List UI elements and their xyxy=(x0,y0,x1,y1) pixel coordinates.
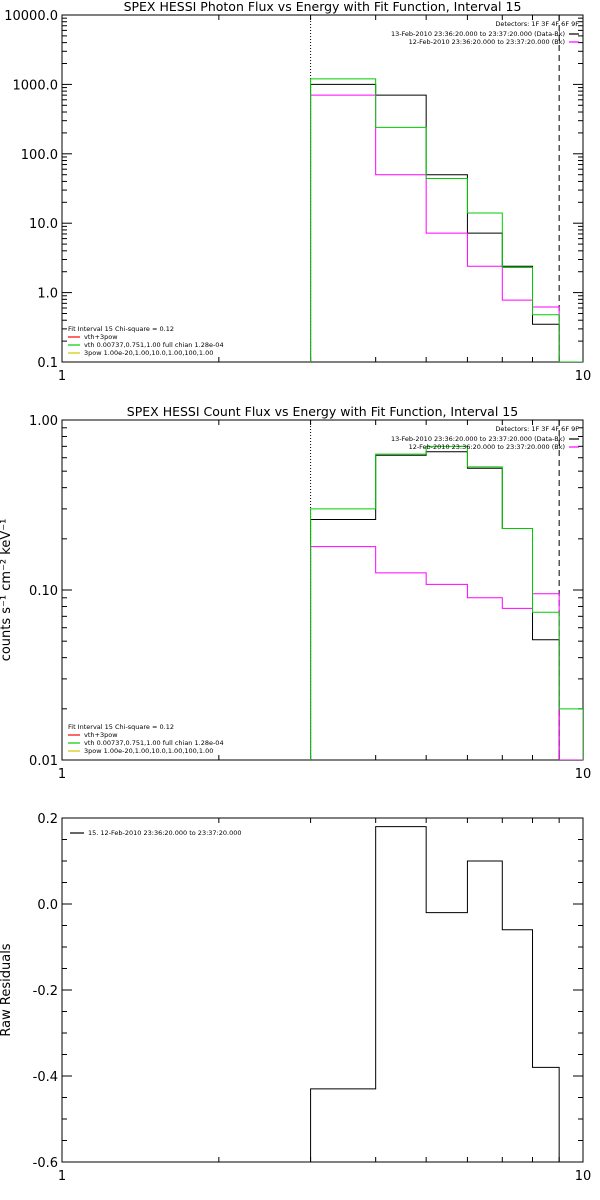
histogram-series-2 xyxy=(310,78,583,362)
fit-legend-label: vth+3pow xyxy=(84,333,118,341)
series-group xyxy=(310,78,583,362)
x-tick-label: 1 xyxy=(58,1169,66,1184)
count-flux-panel: SPEX HESSI Count Flux vs Energy with Fit… xyxy=(0,404,591,782)
detectors-label: Detectors: 1F 3F 4F 6F 9F xyxy=(495,425,579,433)
photon-flux-panel: SPEX HESSI Photon Flux vs Energy with Fi… xyxy=(4,0,591,384)
y-axis-label: Raw Residuals xyxy=(0,943,14,1036)
plot-frame xyxy=(61,419,584,761)
y-tick-label: 0.01 xyxy=(29,754,58,769)
histogram-series-0 xyxy=(310,826,560,1162)
y-tick-label: 0.10 xyxy=(29,584,58,599)
legend-entry-label: 15. 12-Feb-2010 23:36:20.000 to 23:37:20… xyxy=(88,829,241,837)
fit-interval-label: Fit Interval 15 Chi-square = 0.12 xyxy=(68,325,174,333)
legend-entry-label: 12-Feb-2010 23:36:20.000 to 23:37:20.000… xyxy=(409,38,565,46)
histogram-series-0 xyxy=(310,451,583,760)
detectors-label: Detectors: 1F 3F 4F 6F 9F xyxy=(495,20,579,28)
x-tick-label: 10 xyxy=(575,767,592,782)
y-tick-label: 0.1 xyxy=(37,356,58,371)
legend-entry-label: 13-Feb-2010 23:36:20.000 to 23:37:20.000… xyxy=(391,30,565,38)
x-tick-label: 10 xyxy=(575,369,592,384)
y-tick-label: 10000.0 xyxy=(4,9,58,24)
fit-legend-label: vth 0.00737,0.751,1.00 full chian 1.28e-… xyxy=(84,739,224,747)
y-tick-label: 100.0 xyxy=(21,148,58,163)
y-tick-label: 1.00 xyxy=(29,414,58,429)
x-tick-label: 1 xyxy=(58,369,66,384)
y-tick-label: 1000.0 xyxy=(13,78,59,93)
x-tick-label: 10 xyxy=(575,1169,592,1184)
y-tick-label: 1.0 xyxy=(37,287,58,302)
legend-entry-label: 13-Feb-2010 23:36:20.000 to 23:37:20.000… xyxy=(391,435,565,443)
fit-interval-label: Fit Interval 15 Chi-square = 0.12 xyxy=(68,723,174,731)
legend-entry-label: 12-Feb-2010 23:36:20.000 to 23:37:20.000… xyxy=(409,443,565,451)
fit-legend-label: vth+3pow xyxy=(84,731,118,739)
chart-title: SPEX HESSI Photon Flux vs Energy with Fi… xyxy=(124,0,522,14)
y-axis-label: counts s⁻¹ cm⁻² keV⁻¹ xyxy=(0,519,14,662)
histogram-series-1 xyxy=(310,94,583,362)
histogram-series-2 xyxy=(310,445,583,760)
fit-legend-label: 3pow 1.00e-20,1.00,10.0,1.00,100,1.00 xyxy=(84,349,213,357)
series-group xyxy=(310,445,583,760)
plot-frame xyxy=(61,14,584,363)
y-tick-label: 0.2 xyxy=(37,812,58,827)
chart-title: SPEX HESSI Count Flux vs Energy with Fit… xyxy=(127,404,518,419)
series-group xyxy=(310,826,560,1162)
y-tick-label: -0.2 xyxy=(33,984,58,999)
plot-frame xyxy=(61,817,584,1163)
residuals-panel: 1 10 -0.6 -0.4 -0.2 0.0 0.2 Raw Residuals 15. 12… xyxy=(0,812,591,1184)
y-tick-label: 10.0 xyxy=(29,217,58,232)
histogram-series-1 xyxy=(310,546,583,760)
y-tick-label: -0.4 xyxy=(33,1070,58,1085)
x-tick-label: 1 xyxy=(58,767,66,782)
y-tick-label: 0.0 xyxy=(37,898,58,913)
fit-legend-label: 3pow 1.00e-20,1.00,10.0,1.00,100,1.00 xyxy=(84,747,213,755)
y-tick-label: -0.6 xyxy=(33,1156,58,1171)
histogram-series-0 xyxy=(310,83,583,362)
fit-legend-label: vth 0.00737,0.751,1.00 full chian 1.28e-… xyxy=(84,341,224,349)
